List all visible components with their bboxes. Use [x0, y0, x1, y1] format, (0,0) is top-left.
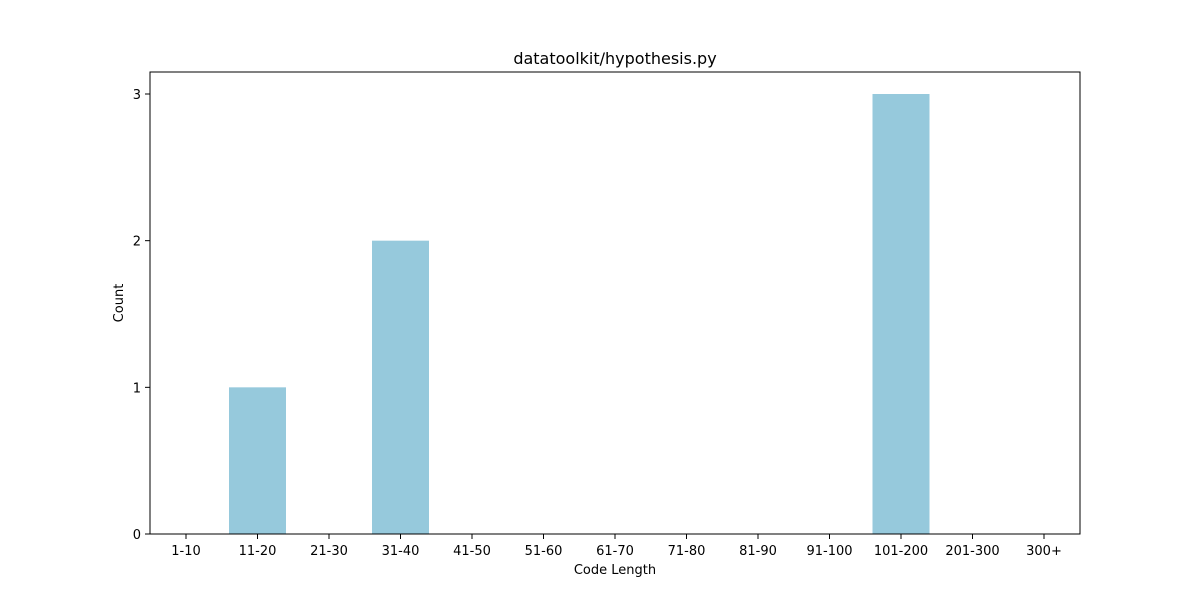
x-axis-label: Code Length: [574, 563, 656, 578]
y-tick-label: 1: [133, 381, 141, 396]
bar-11-20: [229, 387, 286, 534]
x-tick-label: 300+: [1026, 544, 1062, 559]
x-tick-label: 31-40: [382, 544, 420, 559]
x-tick-label: 81-90: [739, 544, 777, 559]
bar-101-200: [872, 94, 930, 534]
bar-31-40: [372, 240, 429, 534]
x-tick-label: 11-20: [239, 544, 277, 559]
x-tick-label: 41-50: [453, 544, 491, 559]
y-axis-label: Count: [112, 284, 127, 323]
x-tick-label: 51-60: [525, 544, 563, 559]
bars-group: [229, 94, 930, 534]
x-tick-label: 201-300: [945, 544, 999, 559]
x-ticks-group: 1-10 11-20 21-30 31-40 41-50 51-60 61-70 71-80 8…: [171, 534, 1062, 559]
y-tick-label: 3: [133, 88, 141, 103]
x-tick-label: 61-70: [596, 544, 634, 559]
x-tick-label: 1-10: [171, 544, 201, 559]
x-tick-label: 21-30: [310, 544, 348, 559]
x-tick-label: 91-100: [806, 544, 852, 559]
y-tick-label: 2: [133, 235, 141, 250]
y-tick-label: 0: [133, 528, 141, 543]
x-tick-label: 101-200: [874, 544, 928, 559]
y-ticks-group: 0 1 2 3: [133, 88, 150, 543]
x-tick-label: 71-80: [668, 544, 706, 559]
chart-title: datatoolkit/hypothesis.py: [513, 49, 716, 68]
plot-frame: [149, 71, 1081, 535]
